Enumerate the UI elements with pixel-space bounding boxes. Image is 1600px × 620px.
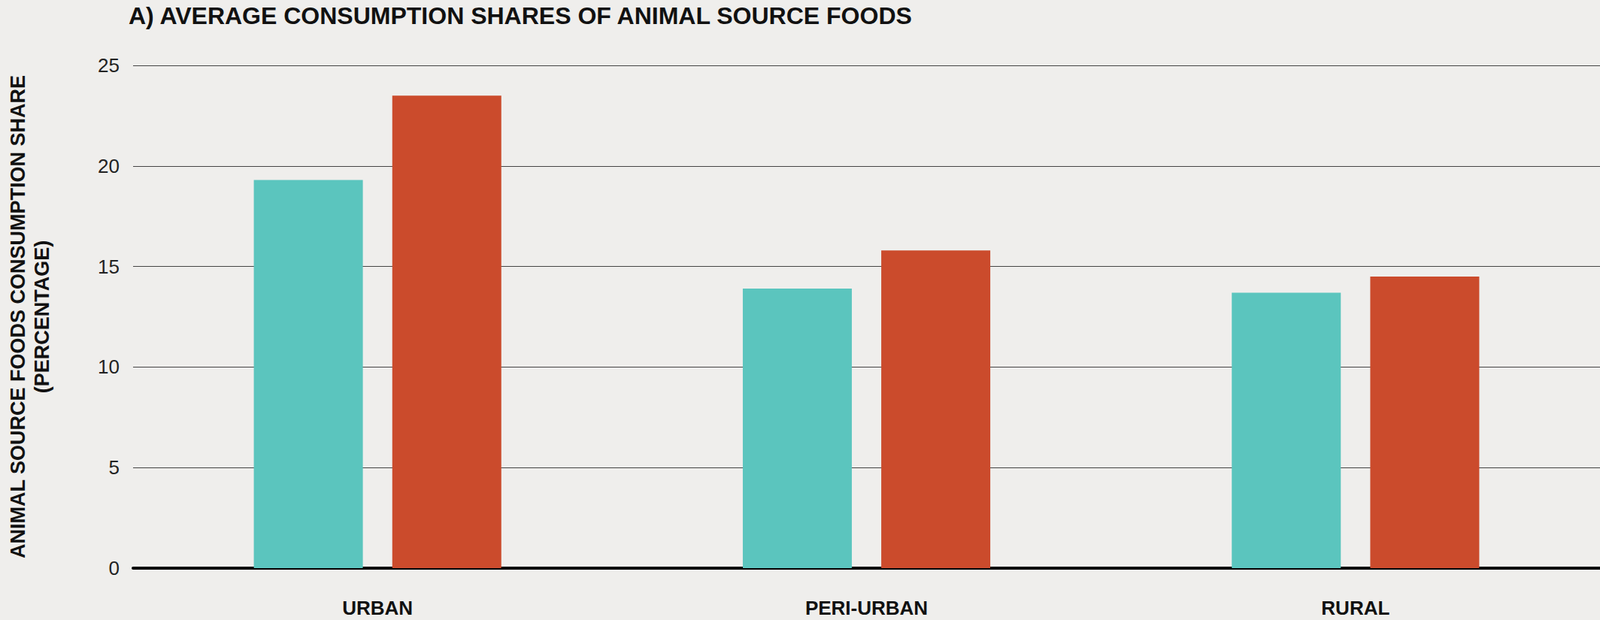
svg-text:10: 10 [97,355,120,379]
svg-text:15: 15 [97,255,120,279]
svg-text:URBAN: URBAN [342,596,413,620]
svg-text:ANIMAL SOURCE FOODS CONSUMPTIO: ANIMAL SOURCE FOODS CONSUMPTION SHARE [6,75,30,559]
svg-text:5: 5 [109,456,120,479]
svg-text:0: 0 [109,557,120,580]
svg-text:A) AVERAGE CONSUMPTION SHARES: A) AVERAGE CONSUMPTION SHARES OF ANIMAL … [128,2,913,30]
svg-text:25: 25 [97,54,120,77]
svg-text:20: 20 [97,154,120,178]
svg-text:(PERCENTAGE): (PERCENTAGE) [30,240,54,394]
svg-text:RURAL: RURAL [1321,596,1390,620]
svg-text:PERI-URBAN: PERI-URBAN [805,596,928,620]
